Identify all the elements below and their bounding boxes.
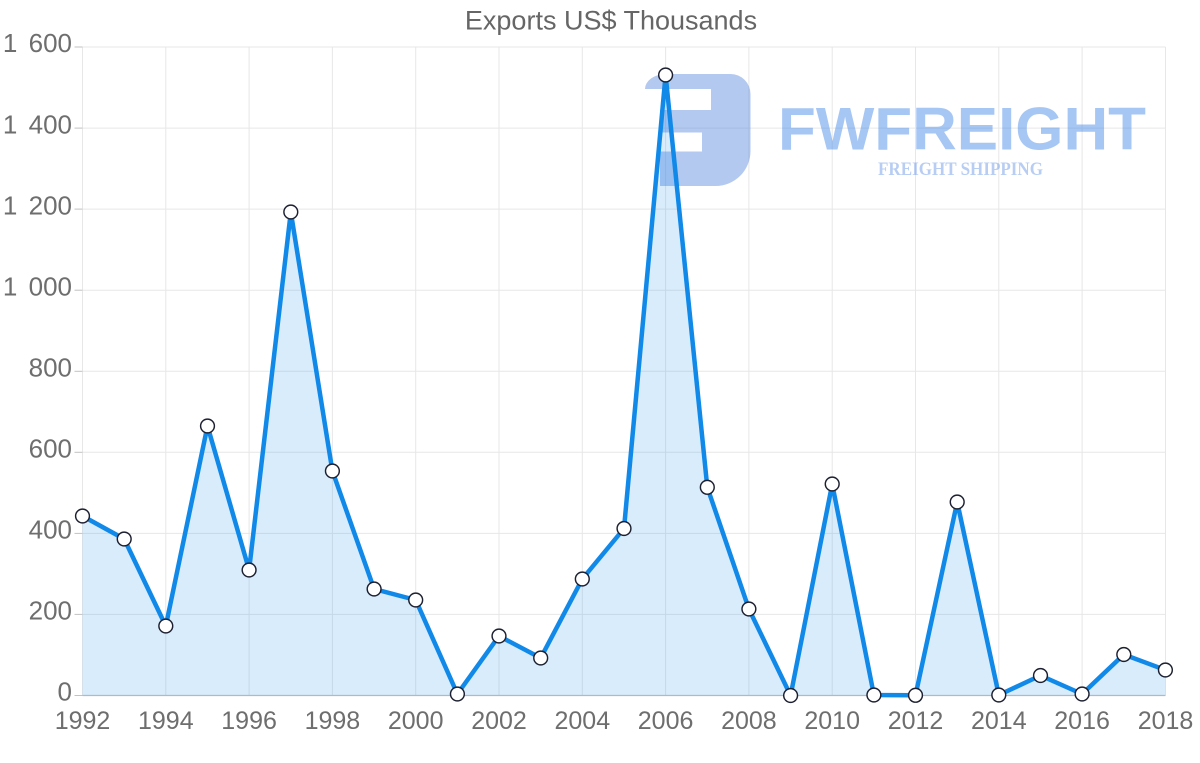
svg-text:400: 400 bbox=[29, 515, 72, 545]
svg-text:1 000: 1 000 bbox=[3, 271, 72, 301]
svg-text:600: 600 bbox=[29, 434, 72, 464]
svg-text:2014: 2014 bbox=[971, 707, 1027, 735]
svg-text:2004: 2004 bbox=[554, 707, 610, 735]
svg-text:0: 0 bbox=[58, 677, 72, 707]
svg-text:1994: 1994 bbox=[138, 707, 194, 735]
svg-text:1996: 1996 bbox=[221, 707, 277, 735]
svg-text:1 200: 1 200 bbox=[3, 190, 72, 220]
svg-text:2002: 2002 bbox=[471, 707, 527, 735]
svg-text:1998: 1998 bbox=[305, 707, 361, 735]
svg-text:1992: 1992 bbox=[55, 707, 111, 735]
svg-text:800: 800 bbox=[29, 353, 72, 383]
svg-text:2000: 2000 bbox=[388, 707, 444, 735]
svg-text:FREIGHT SHIPPING: FREIGHT SHIPPING bbox=[878, 159, 1043, 180]
svg-text:1 400: 1 400 bbox=[3, 109, 72, 139]
svg-text:2016: 2016 bbox=[1054, 707, 1110, 735]
svg-text:2006: 2006 bbox=[638, 707, 694, 735]
svg-text:FWFREIGHT: FWFREIGHT bbox=[778, 96, 1146, 163]
svg-text:Exports US$ Thousands: Exports US$ Thousands bbox=[465, 6, 757, 36]
svg-text:2010: 2010 bbox=[804, 707, 860, 735]
svg-text:1 600: 1 600 bbox=[3, 28, 72, 58]
svg-text:2008: 2008 bbox=[721, 707, 777, 735]
svg-text:2018: 2018 bbox=[1138, 707, 1194, 735]
svg-text:2012: 2012 bbox=[888, 707, 944, 735]
svg-text:200: 200 bbox=[29, 596, 72, 626]
